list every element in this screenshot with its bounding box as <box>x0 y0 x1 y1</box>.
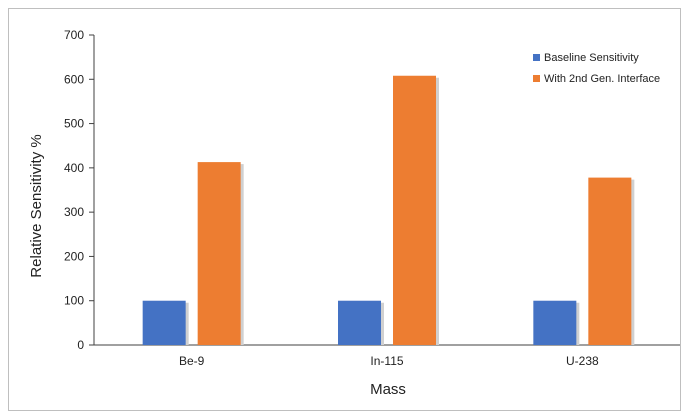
bars <box>142 75 635 345</box>
y-tick-label: 600 <box>64 72 84 86</box>
x-axis-title: Mass <box>370 381 406 398</box>
bar-second-gen-in-115 <box>393 75 436 345</box>
y-axis: 0 100 200 300 400 500 600 700 <box>64 28 95 352</box>
x-tick-label: Be-9 <box>179 354 205 368</box>
y-tick-label: 300 <box>64 205 84 219</box>
y-tick-label: 700 <box>64 28 84 42</box>
bar-second-gen-u-238 <box>588 177 632 345</box>
y-axis-title: Relative Sensitivity % <box>28 134 45 277</box>
x-axis: Be-9 In-115 U-238 <box>94 344 680 368</box>
y-tick-label: 500 <box>64 117 84 131</box>
y-tick-label: 0 <box>77 338 84 352</box>
legend-swatch <box>533 54 540 61</box>
legend: Baseline Sensitivity With 2nd Gen. Interf… <box>533 52 660 85</box>
legend-swatch <box>533 75 540 82</box>
x-tick-label: In-115 <box>370 354 403 368</box>
legend-label: Baseline Sensitivity <box>544 52 639 64</box>
y-tick-label: 100 <box>64 294 84 308</box>
legend-label: With 2nd Gen. Interface <box>544 73 660 85</box>
bar-baseline-be-9 <box>142 300 186 345</box>
x-tick-label: U-238 <box>566 354 599 368</box>
bar-baseline-in-115 <box>338 300 381 345</box>
bar-baseline-u-238 <box>533 300 577 345</box>
bar-second-gen-be-9 <box>197 162 241 345</box>
y-tick-label: 400 <box>64 161 84 175</box>
y-tick-label: 200 <box>64 249 84 263</box>
